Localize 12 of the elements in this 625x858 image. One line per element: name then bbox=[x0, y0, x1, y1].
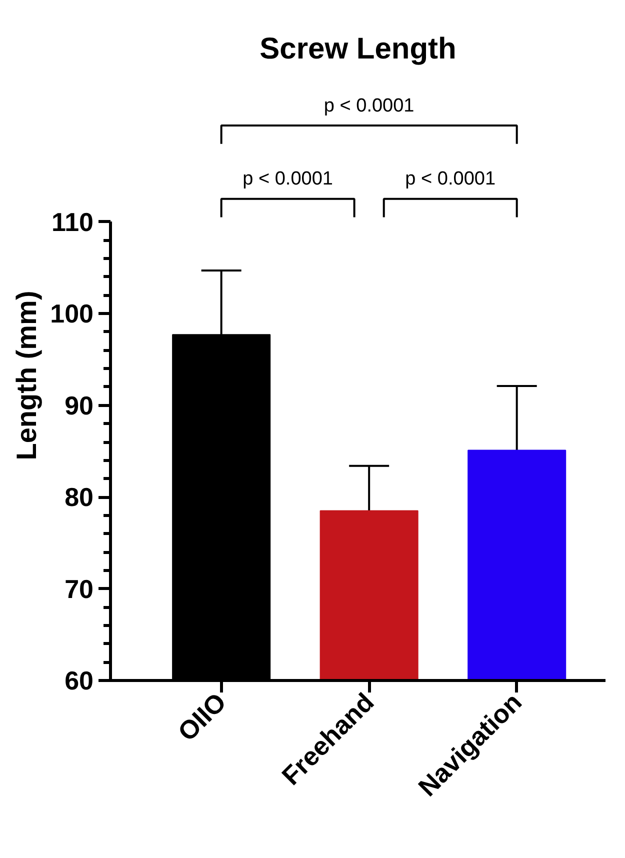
text: p < 0.0001 bbox=[405, 168, 496, 190]
y-tick-label: 100 bbox=[50, 298, 94, 329]
text: p < 0.0001 bbox=[324, 95, 414, 116]
y-tick-label: 110 bbox=[52, 206, 94, 237]
y-tick-label: 80 bbox=[64, 482, 94, 512]
y-tick-label: 60 bbox=[64, 666, 94, 696]
chart-title: Screw Length bbox=[260, 32, 456, 66]
y-tick-label: 90 bbox=[64, 390, 94, 420]
y-axis-title: Length (mm) bbox=[11, 290, 42, 460]
y-tick-label: 70 bbox=[64, 574, 94, 604]
text: p < 0.0001 bbox=[242, 168, 333, 190]
x-tick-label: OIIO bbox=[172, 686, 232, 747]
